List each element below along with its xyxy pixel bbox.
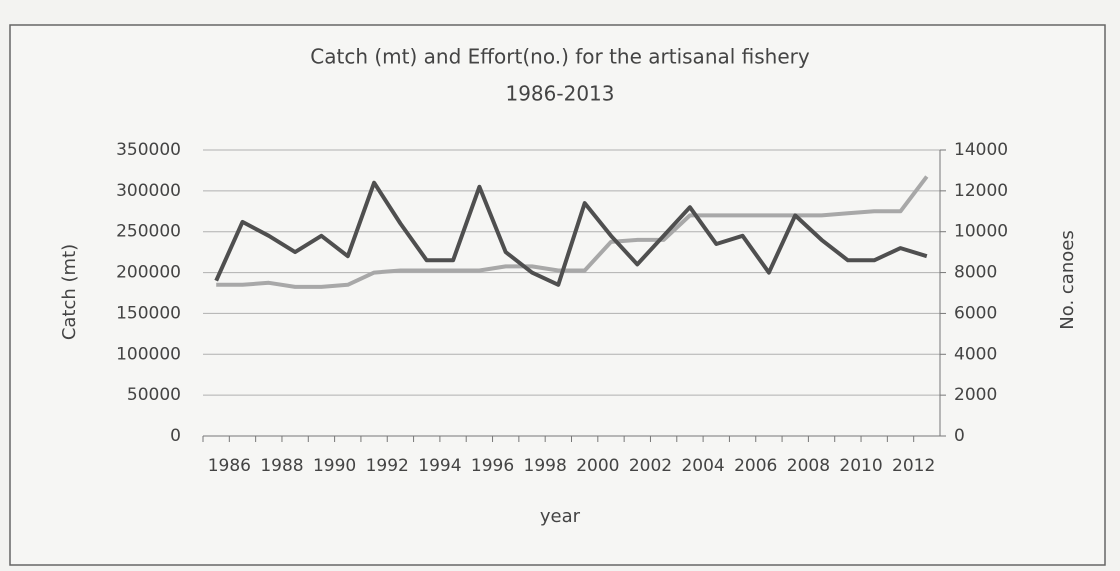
y2-tick-label: 12000 <box>954 181 1008 201</box>
y-tick-label: 0 <box>170 426 181 446</box>
y-tick-label: 300000 <box>116 181 181 201</box>
chart-title: Catch (mt) and Effort(no.) for the artis… <box>310 45 810 69</box>
y2-tick-label: 4000 <box>954 344 997 364</box>
x-tick-label: 1988 <box>260 456 303 476</box>
x-tick-label: 2004 <box>681 456 724 476</box>
x-tick-label: 2008 <box>787 456 830 476</box>
y-tick-label: 350000 <box>116 140 181 160</box>
x-tick-label: 2010 <box>839 456 882 476</box>
y-tick-label: 50000 <box>127 385 181 405</box>
series-line <box>216 175 929 289</box>
x-tick-label: 2012 <box>892 456 935 476</box>
y2-tick-label: 0 <box>954 426 965 446</box>
y-tick-label: 100000 <box>116 344 181 364</box>
chart-subtitle: 1986-2013 <box>505 82 614 106</box>
x-tick-label: 1996 <box>471 456 514 476</box>
x-tick-label: 2006 <box>734 456 777 476</box>
x-axis-title: year <box>540 506 581 527</box>
series-line <box>214 180 928 287</box>
x-tick-label: 2000 <box>576 456 619 476</box>
x-tick-label: 2002 <box>629 456 672 476</box>
y2-tick-label: 8000 <box>954 263 997 283</box>
y-tick-label: 200000 <box>116 263 181 283</box>
x-tick-label: 1986 <box>208 456 251 476</box>
x-tick-label: 1992 <box>366 456 409 476</box>
y-axis-title: Catch (mt) <box>59 244 80 340</box>
y2-tick-label: 2000 <box>954 385 997 405</box>
x-tick-label: 1998 <box>524 456 567 476</box>
y2-tick-label: 6000 <box>954 303 997 323</box>
y2-tick-label: 14000 <box>954 140 1008 160</box>
x-tick-label: 1990 <box>313 456 356 476</box>
x-tick-label: 1994 <box>418 456 461 476</box>
y-tick-label: 150000 <box>116 303 181 323</box>
y2-tick-label: 10000 <box>954 222 1008 242</box>
chart-frame <box>9 24 1106 566</box>
y-tick-label: 250000 <box>116 222 181 242</box>
y2-axis-title: No. canoes <box>1057 230 1078 329</box>
